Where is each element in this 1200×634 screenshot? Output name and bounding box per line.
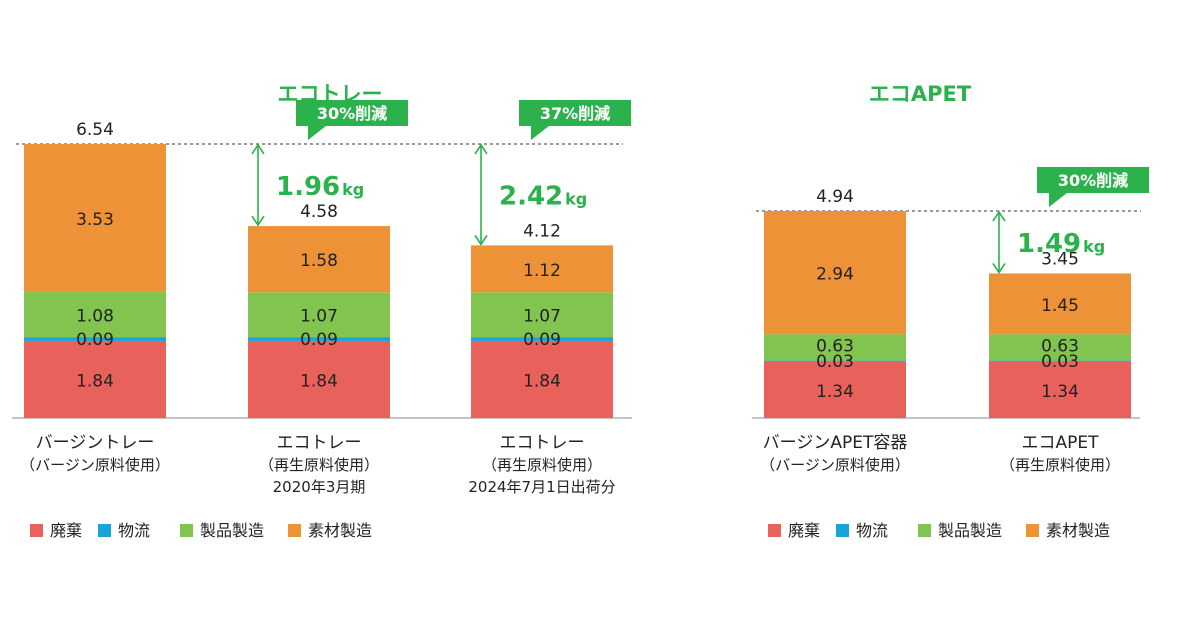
category-label: （バージン原料使用） — [20, 456, 170, 474]
legend-label: 製品製造 — [200, 521, 264, 540]
bar-segment-waste — [24, 340, 166, 418]
bar-total-label: 4.94 — [816, 187, 854, 207]
reduction-arrow-head-down — [251, 215, 265, 227]
category-label: （再生原料使用） — [259, 456, 379, 474]
category-label: （再生原料使用） — [482, 456, 602, 474]
bar-segment-logistics — [24, 337, 166, 341]
bar-segment-waste — [989, 361, 1131, 418]
bar-segment-material — [471, 245, 613, 293]
legend-swatch-material — [1026, 524, 1039, 537]
legend-label: 廃棄 — [50, 521, 82, 540]
bar-segment-product — [989, 334, 1131, 361]
category-label: エコトレー — [277, 433, 362, 453]
legend-label: 製品製造 — [938, 521, 1002, 540]
bar-segment-label: 1.07 — [300, 307, 338, 327]
bar-segment-label: 2.94 — [816, 265, 854, 285]
bar-segment-material — [989, 273, 1131, 335]
bar-segment-label: 0.03 — [1041, 352, 1079, 372]
reduction-arrow-head-up — [992, 210, 1006, 222]
bar-total-label: 4.12 — [523, 221, 561, 241]
bar-total-label: 3.45 — [1041, 249, 1079, 269]
bar-segment-waste — [471, 340, 613, 418]
bar-segment-label: 0.63 — [816, 336, 854, 356]
bar-total-label: 6.54 — [76, 120, 114, 140]
category-label: エコAPET — [1021, 433, 1099, 453]
reduction-badge — [519, 99, 631, 126]
legend-label: 物流 — [856, 521, 888, 540]
reduction-amount: 2.42 — [499, 182, 563, 212]
legend-label: 素材製造 — [308, 521, 372, 540]
bar-segment-waste — [764, 361, 906, 418]
bar-segment-product — [764, 334, 906, 361]
reduction-badge-tail — [1049, 193, 1067, 208]
legend-swatch-waste — [30, 524, 43, 537]
bar-segment-logistics — [248, 337, 390, 341]
bar-segment-label: 1.07 — [523, 307, 561, 327]
category-label: （再生原料使用） — [1000, 456, 1120, 474]
reduction-unit: kg — [342, 180, 364, 199]
category-label: （バージン原料使用） — [760, 456, 910, 474]
bar-segment-label: 1.12 — [523, 261, 561, 281]
bar-segment-logistics — [989, 360, 1131, 362]
legend-label: 素材製造 — [1046, 521, 1110, 540]
bar-segment-label: 0.09 — [300, 330, 338, 350]
reduction-amount: 1.49 — [1017, 229, 1081, 259]
chart-title: エコAPET — [869, 82, 972, 106]
category-label: バージントレー — [36, 433, 155, 453]
bar-segment-label: 3.53 — [76, 210, 114, 230]
bar-segment-label: 1.58 — [300, 251, 338, 271]
reduction-badge — [1037, 167, 1149, 194]
reduction-unit: kg — [565, 190, 587, 209]
bar-segment-label: 1.45 — [1041, 296, 1079, 316]
reduction-badge-tail — [531, 125, 549, 140]
legend-swatch-logistics — [836, 524, 849, 537]
bar-segment-label: 0.63 — [1041, 336, 1079, 356]
legend-swatch-material — [288, 524, 301, 537]
legend-swatch-product — [180, 524, 193, 537]
reduction-arrow-head-down — [992, 263, 1006, 274]
bar-segment-logistics — [471, 337, 613, 341]
bar-segment-material — [248, 226, 390, 293]
bar-segment-product — [248, 292, 390, 338]
bar-segment-label: 0.09 — [76, 330, 114, 350]
bar-segment-waste — [248, 340, 390, 418]
reduction-badge-label: 37%削減 — [540, 104, 610, 123]
bar-segment-product — [24, 291, 166, 338]
bar-segment-material — [24, 143, 166, 292]
reduction-unit: kg — [1083, 237, 1105, 256]
bar-segment-logistics — [764, 360, 906, 362]
category-label: エコトレー — [500, 433, 585, 453]
reduction-amount: 1.96 — [276, 172, 340, 202]
legend-label: 廃棄 — [788, 521, 820, 540]
reduction-arrow-head-up — [474, 143, 488, 155]
bar-segment-material — [764, 211, 906, 335]
category-label: バージンAPET容器 — [763, 433, 908, 453]
reduction-arrow-head-up — [251, 143, 265, 155]
bar-segment-label: 1.34 — [816, 382, 854, 402]
bar-segment-label: 1.84 — [76, 371, 114, 391]
reduction-badge-label: 30%削減 — [317, 104, 387, 123]
bar-segment-product — [471, 292, 613, 338]
bar-segment-label: 0.09 — [523, 330, 561, 350]
legend-swatch-waste — [768, 524, 781, 537]
category-label: 2020年3月期 — [273, 478, 366, 496]
category-label: 2024年7月1日出荷分 — [468, 478, 615, 496]
legend-label: 物流 — [118, 521, 150, 540]
reduction-badge-tail — [308, 125, 326, 140]
bar-segment-label: 1.34 — [1041, 382, 1079, 402]
bar-segment-label: 1.84 — [523, 371, 561, 391]
bar-segment-label: 1.08 — [76, 307, 114, 327]
legend-swatch-logistics — [98, 524, 111, 537]
reduction-badge-label: 30%削減 — [1058, 171, 1128, 190]
reduction-arrow-head-down — [474, 234, 488, 246]
bar-total-label: 4.58 — [300, 202, 338, 222]
bar-segment-label: 0.03 — [816, 352, 854, 372]
legend-swatch-product — [918, 524, 931, 537]
reduction-badge — [296, 99, 408, 126]
bar-segment-label: 1.84 — [300, 371, 338, 391]
